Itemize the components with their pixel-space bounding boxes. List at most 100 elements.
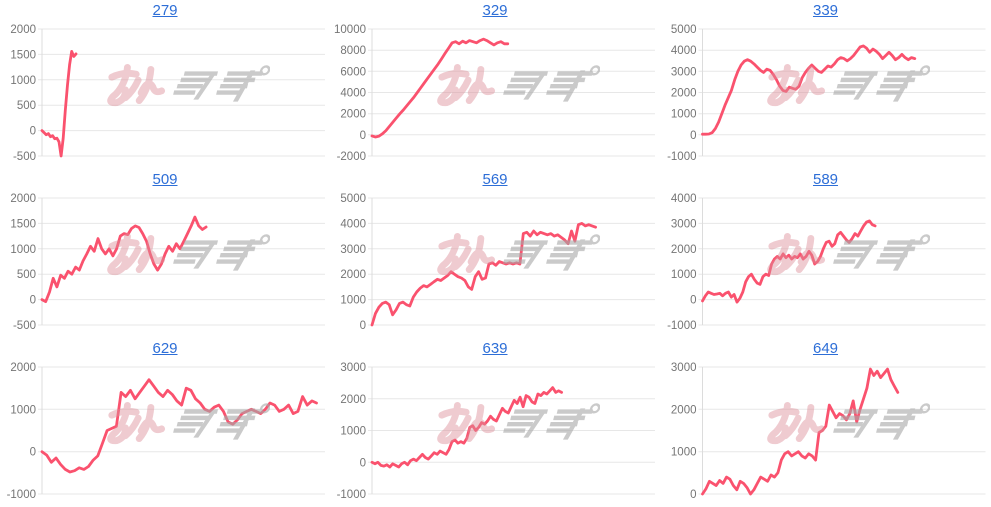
svg-text:500: 500 bbox=[17, 269, 36, 281]
plot-area: 2000 1500 1000 500 0 -500 bbox=[0, 191, 330, 338]
line-chart-svg: 2000 1000 0 -1000 bbox=[7, 362, 325, 501]
gridlines bbox=[38, 28, 325, 157]
svg-text:5000: 5000 bbox=[340, 193, 366, 205]
chart-title-row: 649 bbox=[660, 338, 991, 360]
svg-text:3000: 3000 bbox=[340, 362, 366, 374]
chart-title-link[interactable]: 509 bbox=[152, 171, 178, 188]
svg-text:8000: 8000 bbox=[340, 45, 366, 57]
series-line bbox=[370, 37, 510, 139]
gridlines bbox=[698, 366, 986, 495]
series-line bbox=[701, 219, 877, 304]
svg-text:10000: 10000 bbox=[334, 24, 366, 36]
svg-text:1000: 1000 bbox=[671, 447, 697, 459]
svg-text:2000: 2000 bbox=[671, 244, 697, 256]
svg-text:-1000: -1000 bbox=[667, 151, 696, 163]
plot-area: 2000 1500 1000 500 0 -500 bbox=[0, 22, 330, 169]
gridlines bbox=[368, 366, 655, 495]
series-line bbox=[40, 215, 208, 303]
line-chart-svg: 5000 4000 3000 2000 1000 0 bbox=[340, 193, 655, 332]
plot-area: 10000 8000 6000 4000 2000 0 -2000 bbox=[330, 22, 660, 169]
gridlines bbox=[368, 28, 655, 157]
chart-title-link[interactable]: 649 bbox=[812, 340, 839, 357]
line-chart-svg: 2000 1500 1000 500 0 -500 bbox=[10, 24, 325, 163]
gridlines bbox=[698, 197, 986, 326]
svg-text:-500: -500 bbox=[13, 320, 36, 332]
svg-text:2000: 2000 bbox=[10, 193, 36, 205]
chart-title-row: 629 bbox=[0, 338, 330, 360]
chart-cell: 569 5000 4000 3000 2000 1000 0 bbox=[330, 169, 660, 338]
chart-title-link[interactable]: 279 bbox=[152, 2, 178, 19]
svg-text:2000: 2000 bbox=[340, 109, 366, 121]
svg-text:2000: 2000 bbox=[10, 362, 36, 374]
svg-text:-1000: -1000 bbox=[7, 489, 36, 501]
svg-text:1500: 1500 bbox=[10, 218, 36, 230]
plot-area: 3000 2000 1000 0 -1000 bbox=[330, 360, 660, 507]
svg-text:500: 500 bbox=[17, 100, 36, 112]
chart-title-row: 569 bbox=[330, 169, 660, 191]
svg-text:1000: 1000 bbox=[340, 295, 366, 307]
svg-text:0: 0 bbox=[30, 447, 36, 459]
chart-title-link[interactable]: 339 bbox=[812, 2, 839, 19]
plot-area: 5000 4000 3000 2000 1000 0 -1000 bbox=[660, 22, 991, 169]
plot-area: 4000 3000 2000 1000 0 -1000 bbox=[660, 191, 991, 338]
svg-text:3000: 3000 bbox=[340, 244, 366, 256]
svg-text:-2000: -2000 bbox=[337, 151, 366, 163]
chart-cell: 509 2000 1500 1000 500 0 -500 bbox=[0, 169, 330, 338]
svg-text:0: 0 bbox=[690, 489, 696, 501]
svg-text:0: 0 bbox=[360, 320, 366, 332]
chart-cell: 329 10000 8000 6000 4000 2000 0 -2000 bbox=[330, 0, 660, 169]
series-line bbox=[370, 386, 564, 469]
y-axis-labels: 3000 2000 1000 0 -1000 bbox=[337, 362, 366, 501]
svg-text:3000: 3000 bbox=[671, 66, 697, 78]
chart-title-link[interactable]: 329 bbox=[482, 2, 508, 19]
chart-title-link[interactable]: 589 bbox=[812, 171, 839, 188]
series-line bbox=[701, 367, 900, 496]
chart-title-row: 509 bbox=[0, 169, 330, 191]
y-axis-labels: 2000 1500 1000 500 0 -500 bbox=[10, 24, 36, 163]
chart-title-row: 329 bbox=[330, 0, 660, 22]
svg-text:6000: 6000 bbox=[340, 66, 366, 78]
chart-cell: 589 4000 3000 2000 1000 0 -1000 bbox=[660, 169, 991, 338]
chart-cell: 639 3000 2000 1000 0 -1000 bbox=[330, 338, 660, 507]
chart-cell: 629 2000 1000 0 -1000 bbox=[0, 338, 330, 507]
svg-text:4000: 4000 bbox=[340, 218, 366, 230]
chart-title-row: 589 bbox=[660, 169, 991, 191]
svg-text:2000: 2000 bbox=[10, 24, 36, 36]
chart-title-link[interactable]: 639 bbox=[482, 340, 508, 357]
y-axis-labels: 10000 8000 6000 4000 2000 0 -2000 bbox=[334, 24, 366, 163]
line-chart-svg: 10000 8000 6000 4000 2000 0 -2000 bbox=[334, 24, 655, 163]
svg-text:0: 0 bbox=[30, 295, 36, 307]
y-axis-labels: 5000 4000 3000 2000 1000 0 bbox=[340, 193, 366, 332]
svg-text:2000: 2000 bbox=[671, 404, 697, 416]
svg-text:0: 0 bbox=[30, 126, 36, 138]
series-line bbox=[701, 44, 917, 136]
svg-text:1000: 1000 bbox=[10, 404, 36, 416]
svg-text:2000: 2000 bbox=[671, 88, 697, 100]
svg-text:-1000: -1000 bbox=[337, 489, 366, 501]
line-chart-svg: 3000 2000 1000 0 bbox=[671, 362, 986, 501]
y-axis-labels: 4000 3000 2000 1000 0 -1000 bbox=[667, 193, 696, 332]
gridlines bbox=[38, 366, 325, 495]
gridlines bbox=[38, 197, 325, 326]
svg-text:3000: 3000 bbox=[671, 218, 697, 230]
svg-text:1000: 1000 bbox=[671, 269, 697, 281]
svg-text:0: 0 bbox=[690, 295, 696, 307]
series-line bbox=[370, 222, 598, 327]
svg-text:5000: 5000 bbox=[671, 24, 697, 36]
chart-title-link[interactable]: 629 bbox=[152, 340, 178, 357]
line-chart-svg: 3000 2000 1000 0 -1000 bbox=[337, 362, 655, 501]
chart-cell: 279 2000 1500 1000 500 0 -500 bbox=[0, 0, 330, 169]
svg-text:-500: -500 bbox=[13, 151, 36, 163]
svg-text:-1000: -1000 bbox=[667, 320, 696, 332]
chart-title-row: 279 bbox=[0, 0, 330, 22]
svg-text:1000: 1000 bbox=[10, 244, 36, 256]
y-axis-labels: 3000 2000 1000 0 bbox=[671, 362, 697, 501]
chart-cell: 339 5000 4000 3000 2000 1000 0 -1000 bbox=[660, 0, 991, 169]
svg-text:4000: 4000 bbox=[340, 88, 366, 100]
svg-text:0: 0 bbox=[360, 130, 366, 142]
series-line bbox=[40, 378, 318, 474]
y-axis-labels: 5000 4000 3000 2000 1000 0 -1000 bbox=[667, 24, 696, 163]
y-axis-labels: 2000 1000 0 -1000 bbox=[7, 362, 36, 501]
chart-title-link[interactable]: 569 bbox=[482, 171, 508, 188]
